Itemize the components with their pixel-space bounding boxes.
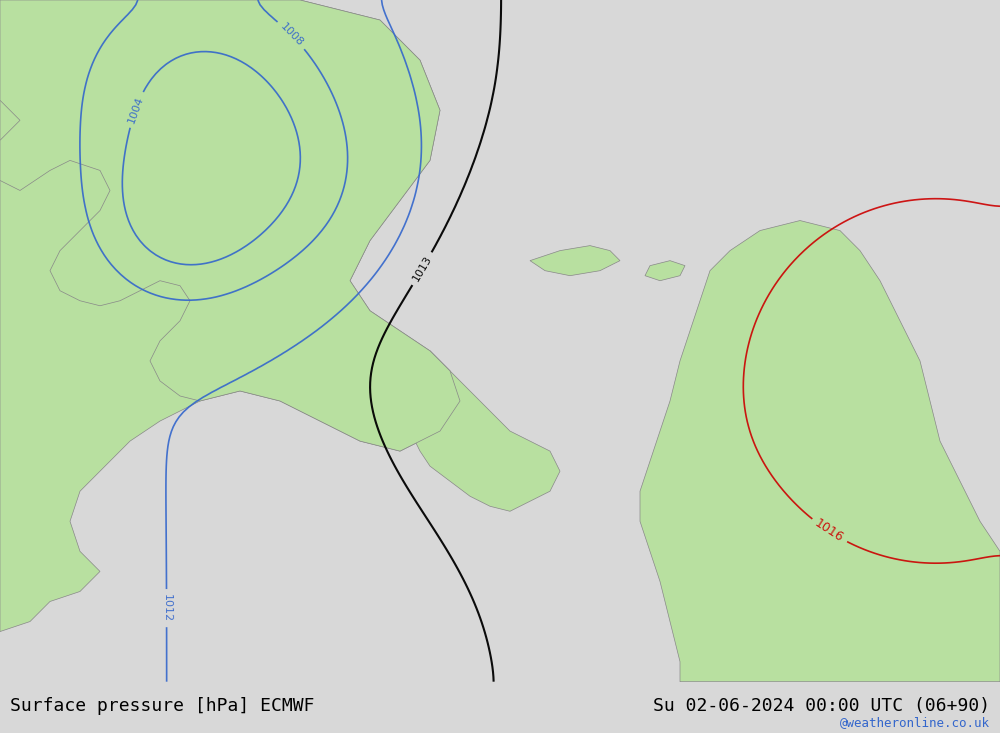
Text: Surface pressure [hPa] ECMWF: Surface pressure [hPa] ECMWF bbox=[10, 697, 314, 715]
Polygon shape bbox=[0, 0, 460, 632]
Polygon shape bbox=[410, 351, 560, 512]
Polygon shape bbox=[640, 221, 1000, 682]
Polygon shape bbox=[645, 261, 685, 281]
Text: 1008: 1008 bbox=[278, 21, 305, 48]
Text: @weatheronline.co.uk: @weatheronline.co.uk bbox=[840, 715, 990, 729]
Polygon shape bbox=[0, 0, 460, 451]
Text: 1004: 1004 bbox=[126, 95, 145, 125]
Text: 1012: 1012 bbox=[162, 594, 172, 622]
Text: 1013: 1013 bbox=[411, 254, 434, 284]
Polygon shape bbox=[530, 246, 620, 276]
Text: 1016: 1016 bbox=[812, 517, 846, 545]
Text: Su 02-06-2024 00:00 UTC (06+90): Su 02-06-2024 00:00 UTC (06+90) bbox=[653, 697, 990, 715]
